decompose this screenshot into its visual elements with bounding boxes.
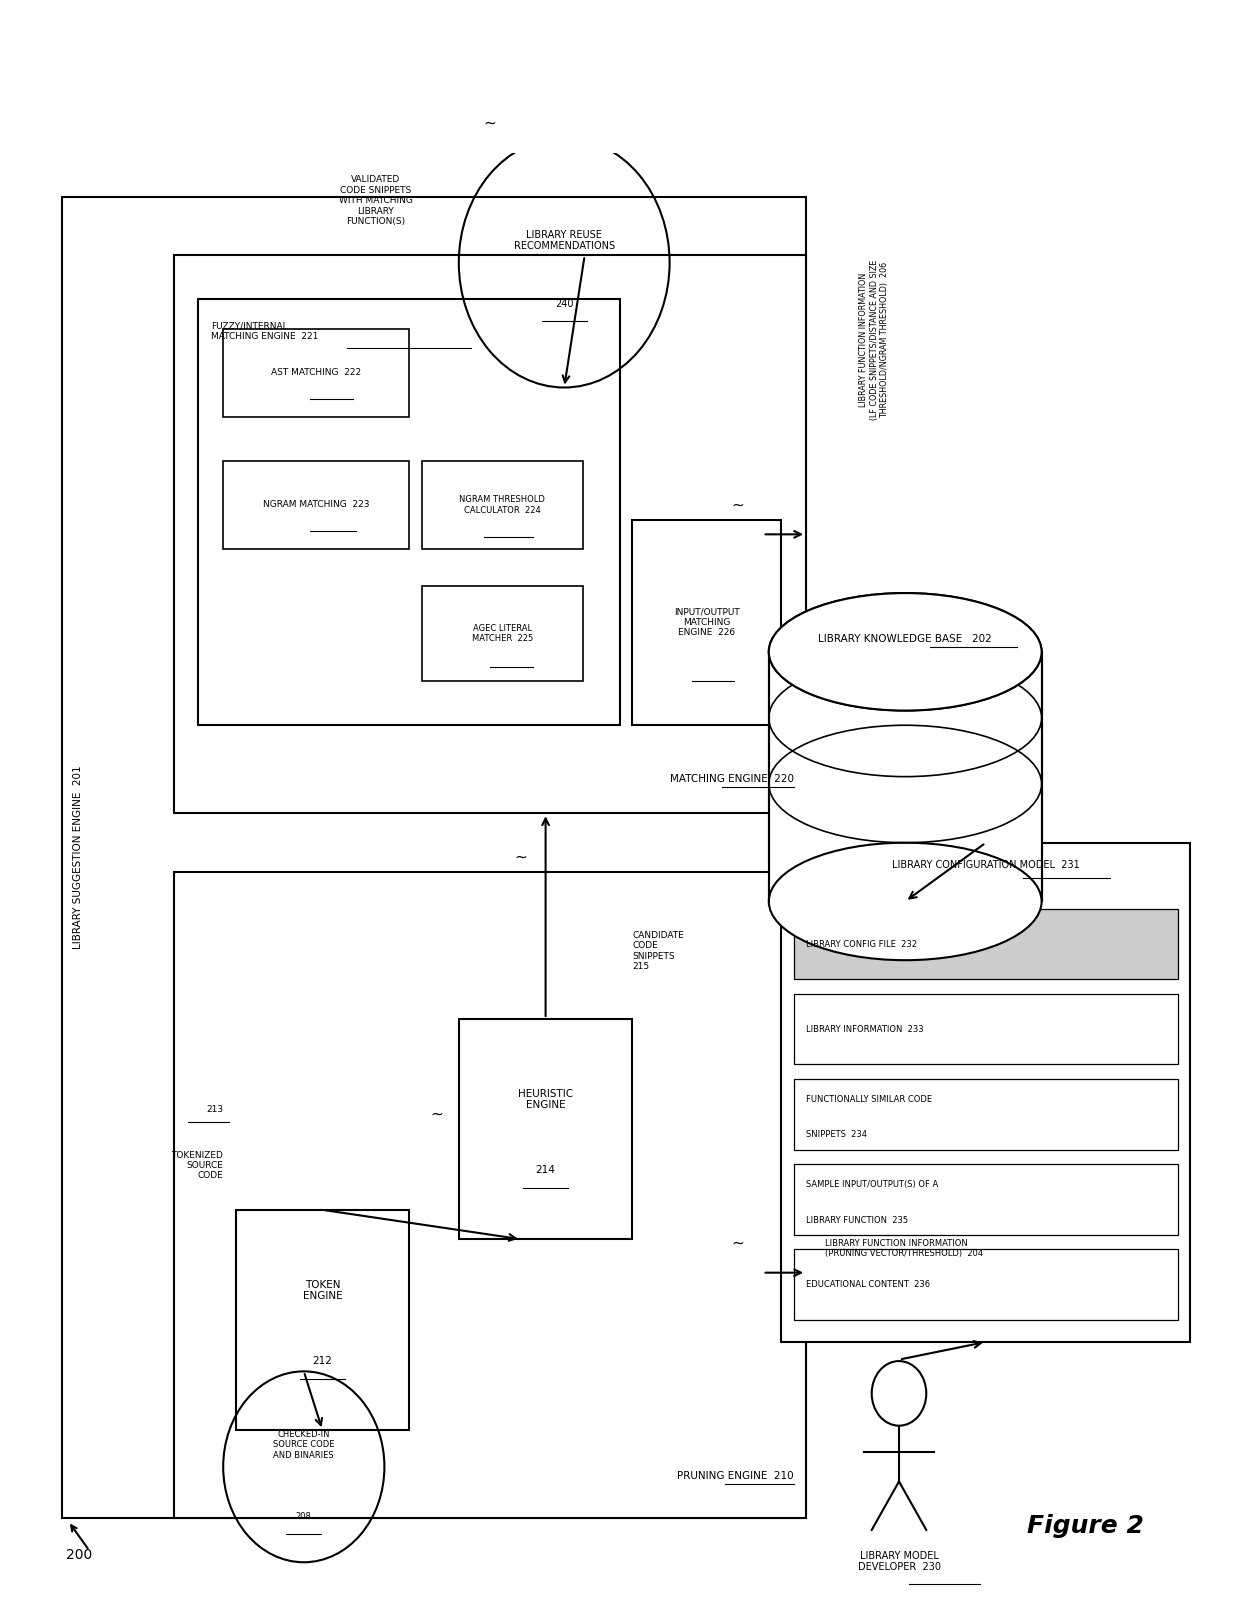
Text: EDUCATIONAL CONTENT  236: EDUCATIONAL CONTENT 236 <box>806 1281 930 1289</box>
Bar <box>459 1020 632 1238</box>
Bar <box>794 1164 1178 1235</box>
Text: LIBRARY REUSE
RECOMMENDATIONS: LIBRARY REUSE RECOMMENDATIONS <box>513 230 615 251</box>
Text: TOKENIZED
SOURCE
CODE: TOKENIZED SOURCE CODE <box>171 1151 223 1180</box>
Bar <box>223 460 409 550</box>
Text: INPUT/OUTPUT
MATCHING
ENGINE  226: INPUT/OUTPUT MATCHING ENGINE 226 <box>673 608 740 637</box>
Bar <box>794 994 1178 1065</box>
Text: LIBRARY FUNCTION INFORMATION
(LF CODE SNIPPETS/DISTANCE AND SIZE
THRESHOLD/NGRAM: LIBRARY FUNCTION INFORMATION (LF CODE SN… <box>859 259 889 420</box>
Text: LIBRARY KNOWLEDGE BASE   202: LIBRARY KNOWLEDGE BASE 202 <box>818 634 992 645</box>
Text: LIBRARY FUNCTION  235: LIBRARY FUNCTION 235 <box>806 1216 908 1224</box>
Bar <box>632 520 781 725</box>
Bar <box>422 585 583 681</box>
Text: SNIPPETS  234: SNIPPETS 234 <box>806 1130 867 1140</box>
Bar <box>781 843 1190 1342</box>
Text: 208: 208 <box>296 1512 311 1520</box>
Text: LIBRARY SUGGESTION ENGINE  201: LIBRARY SUGGESTION ENGINE 201 <box>73 765 83 950</box>
Text: FUNCTIONALLY SIMILAR CODE: FUNCTIONALLY SIMILAR CODE <box>806 1096 932 1104</box>
Bar <box>422 460 583 550</box>
Text: AGEC LITERAL
MATCHER  225: AGEC LITERAL MATCHER 225 <box>471 624 533 644</box>
Bar <box>174 256 806 814</box>
Text: VALIDATED
CODE SNIPPETS
WITH MATCHING
LIBRARY
FUNCTION(S): VALIDATED CODE SNIPPETS WITH MATCHING LI… <box>339 175 413 225</box>
Bar <box>794 1250 1178 1319</box>
Bar <box>174 872 806 1519</box>
Bar <box>62 196 806 1519</box>
Bar <box>794 909 1178 979</box>
Text: LIBRARY INFORMATION  233: LIBRARY INFORMATION 233 <box>806 1024 924 1034</box>
Text: ~: ~ <box>515 849 527 866</box>
Ellipse shape <box>769 593 1042 710</box>
Bar <box>236 1209 409 1430</box>
Bar <box>769 652 1042 901</box>
Text: LIBRARY CONFIGURATION MODEL  231: LIBRARY CONFIGURATION MODEL 231 <box>892 861 1080 870</box>
Text: ~: ~ <box>732 498 744 512</box>
Text: 214: 214 <box>536 1165 556 1175</box>
Text: SAMPLE INPUT/OUTPUT(S) OF A: SAMPLE INPUT/OUTPUT(S) OF A <box>806 1180 939 1190</box>
Text: PRUNING ENGINE  210: PRUNING ENGINE 210 <box>677 1472 794 1482</box>
Text: 200: 200 <box>66 1548 93 1563</box>
Text: CHECKED-IN
SOURCE CODE
AND BINARIES: CHECKED-IN SOURCE CODE AND BINARIES <box>273 1430 335 1459</box>
Text: TOKEN
ENGINE: TOKEN ENGINE <box>303 1281 342 1302</box>
Text: MATCHING ENGINE  220: MATCHING ENGINE 220 <box>670 773 794 785</box>
Text: NGRAM THRESHOLD
CALCULATOR  224: NGRAM THRESHOLD CALCULATOR 224 <box>459 496 546 515</box>
Text: 240: 240 <box>556 298 573 308</box>
Text: NGRAM MATCHING  223: NGRAM MATCHING 223 <box>263 501 370 509</box>
Text: HEURISTIC
ENGINE: HEURISTIC ENGINE <box>518 1089 573 1110</box>
Bar <box>198 300 620 725</box>
Text: AST MATCHING  222: AST MATCHING 222 <box>272 368 361 378</box>
Text: FUZZY/INTERNAL
MATCHING ENGINE  221: FUZZY/INTERNAL MATCHING ENGINE 221 <box>211 321 319 340</box>
Text: 213: 213 <box>206 1106 223 1114</box>
Text: CANDIDATE
CODE
SNIPPETS
215: CANDIDATE CODE SNIPPETS 215 <box>632 930 684 971</box>
Text: 212: 212 <box>312 1357 332 1367</box>
Text: Figure 2: Figure 2 <box>1027 1514 1143 1538</box>
Bar <box>223 329 409 417</box>
Text: ~: ~ <box>732 1235 744 1251</box>
Text: LIBRARY CONFIG FILE  232: LIBRARY CONFIG FILE 232 <box>806 940 918 948</box>
Text: LIBRARY FUNCTION INFORMATION
(PRUNING VECTOR/THRESHOLD)  204: LIBRARY FUNCTION INFORMATION (PRUNING VE… <box>825 1238 983 1258</box>
Ellipse shape <box>769 843 1042 960</box>
Text: ~: ~ <box>430 1107 443 1122</box>
Ellipse shape <box>769 593 1042 710</box>
Text: LIBRARY MODEL
DEVELOPER  230: LIBRARY MODEL DEVELOPER 230 <box>858 1551 940 1572</box>
Bar <box>794 1080 1178 1149</box>
Text: ~: ~ <box>484 115 496 131</box>
